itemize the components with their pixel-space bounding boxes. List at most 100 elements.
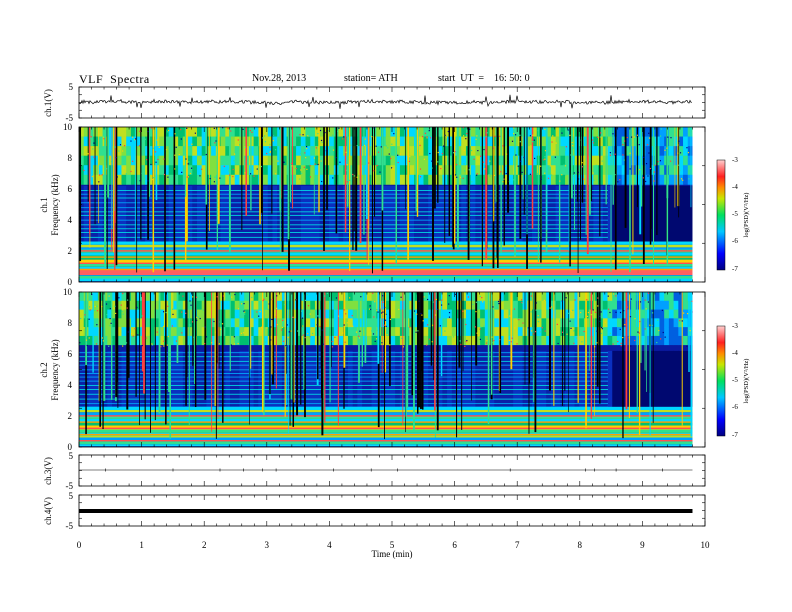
spectrogram-cell xyxy=(324,309,330,319)
spectrogram-cell xyxy=(220,136,226,147)
spectrogram-cell xyxy=(206,165,212,176)
spectrogram-speckle xyxy=(500,171,502,173)
spectrogram-cell xyxy=(225,185,231,244)
spectrogram-speckle xyxy=(163,173,166,176)
spectrogram-speckle xyxy=(537,130,539,132)
spectrogram-cell xyxy=(130,127,137,137)
spectrogram-cell xyxy=(465,300,472,310)
spectrogram-cell xyxy=(121,127,127,137)
spectrogram-cell xyxy=(385,185,391,244)
spectrogram-cell xyxy=(668,335,675,346)
spectrogram-cell xyxy=(489,165,495,176)
spectrogram-speckle xyxy=(205,153,207,156)
spectrogram-cell xyxy=(494,300,500,310)
spectrogram-speckle xyxy=(631,323,633,326)
spectrogram-sferic xyxy=(481,127,483,267)
spectrogram-sferic xyxy=(590,127,592,202)
spectrogram-speckle xyxy=(638,332,640,334)
spectrogram-cell xyxy=(650,309,656,319)
spectrogram-speckle xyxy=(132,341,134,343)
spectrogram-speckle xyxy=(521,301,523,304)
spectrogram-cell xyxy=(253,174,259,185)
spectrogram-speckle xyxy=(150,127,152,129)
spectrogram-speckle xyxy=(359,330,361,332)
spectrogram-speckle xyxy=(132,170,134,172)
spectrogram-sferic xyxy=(622,292,624,439)
spectrogram-cell xyxy=(319,155,325,166)
spectrogram-speckle xyxy=(436,308,439,311)
spectrogram-speckle xyxy=(242,128,244,130)
spectrogram-speckle xyxy=(332,134,334,136)
spectrogram-cell xyxy=(503,335,509,346)
spectrogram-cell xyxy=(281,174,288,185)
spectrogram-cell xyxy=(79,335,85,346)
spectrogram-cell xyxy=(484,165,490,176)
spectrogram-cell xyxy=(546,165,552,176)
spectrogram-speckle xyxy=(437,151,439,154)
spectrogram-speckle xyxy=(133,139,136,141)
spectrogram-speckle xyxy=(281,329,283,331)
spectrogram-cell xyxy=(659,185,665,244)
spectrogram-speckle xyxy=(285,345,287,348)
spectrogram-speckle xyxy=(475,138,477,140)
spectrogram-band xyxy=(79,409,693,413)
spectrogram-cell xyxy=(456,146,462,157)
spectrogram-speckle xyxy=(345,170,347,172)
spectrogram-cell xyxy=(385,335,391,346)
spectrogram-cell xyxy=(683,292,689,302)
spectrogram-cell xyxy=(272,174,278,185)
spectrogram-speckle xyxy=(421,314,423,316)
spectrogram-speckle xyxy=(269,146,271,148)
spectrogram-cell xyxy=(418,146,424,157)
spectrogram-cell xyxy=(574,335,580,346)
spectrogram-speckle xyxy=(369,308,372,311)
spectrogram-cell xyxy=(300,165,306,176)
spectrogram-cell xyxy=(234,309,240,319)
spectrogram-speckle xyxy=(271,298,273,301)
spectrogram-sferic xyxy=(368,127,370,265)
spectrogram-cell xyxy=(338,300,344,310)
spectrogram-cell xyxy=(527,185,533,244)
spectrogram-sferic xyxy=(289,292,291,426)
spectrogram-speckle xyxy=(565,146,568,148)
spectrogram-cell xyxy=(635,136,641,147)
spectrogram-cell xyxy=(532,155,538,166)
ch2-cbar-tick-m5: -5 xyxy=(732,376,738,384)
spectrogram-speckle xyxy=(587,311,590,314)
spectrogram-sferic xyxy=(115,292,118,398)
spectrogram-cell xyxy=(206,309,212,319)
spectrogram-speckle xyxy=(608,308,610,310)
spectrogram-cell xyxy=(376,165,382,176)
spectrogram-cell xyxy=(565,318,571,328)
spectrogram-sferic xyxy=(139,292,140,426)
spectrogram-cell xyxy=(79,136,85,147)
spectrogram-speckle xyxy=(596,342,598,344)
spectrogram-sferic xyxy=(290,292,293,399)
spectrogram-sferic xyxy=(147,127,149,240)
spectrogram-cell xyxy=(352,292,358,302)
spectrogram-speckle xyxy=(659,160,662,162)
spectrogram-speckle xyxy=(537,315,539,317)
spectrogram-cell xyxy=(376,174,382,185)
spectrogram-speckle xyxy=(515,134,517,136)
spectrogram-cell xyxy=(451,335,457,346)
spectrogram-cell xyxy=(541,318,547,328)
spectrogram-cell xyxy=(178,136,184,147)
spectrogram-cell xyxy=(88,127,94,137)
spectrogram-sferic xyxy=(568,292,569,413)
spectrogram-cell xyxy=(494,335,500,346)
spectrogram-cell xyxy=(527,136,533,147)
spectrogram-cell xyxy=(296,136,302,147)
spectrogram-cell xyxy=(277,318,283,328)
spectrogram-speckle xyxy=(286,324,288,326)
spectrogram-cell xyxy=(536,318,542,328)
spectrogram-sferic xyxy=(326,127,328,210)
spectrogram-speckle xyxy=(607,129,609,131)
spectrogram-speckle xyxy=(480,326,482,328)
spectrogram-cell xyxy=(310,318,316,328)
spectrogram-speckle xyxy=(677,144,679,146)
spectrogram-cell xyxy=(668,136,675,147)
ch4-wave-tick-bottom: -5 xyxy=(66,521,74,531)
spectrogram-sferic xyxy=(690,127,692,208)
spectrogram-cell xyxy=(461,318,467,328)
